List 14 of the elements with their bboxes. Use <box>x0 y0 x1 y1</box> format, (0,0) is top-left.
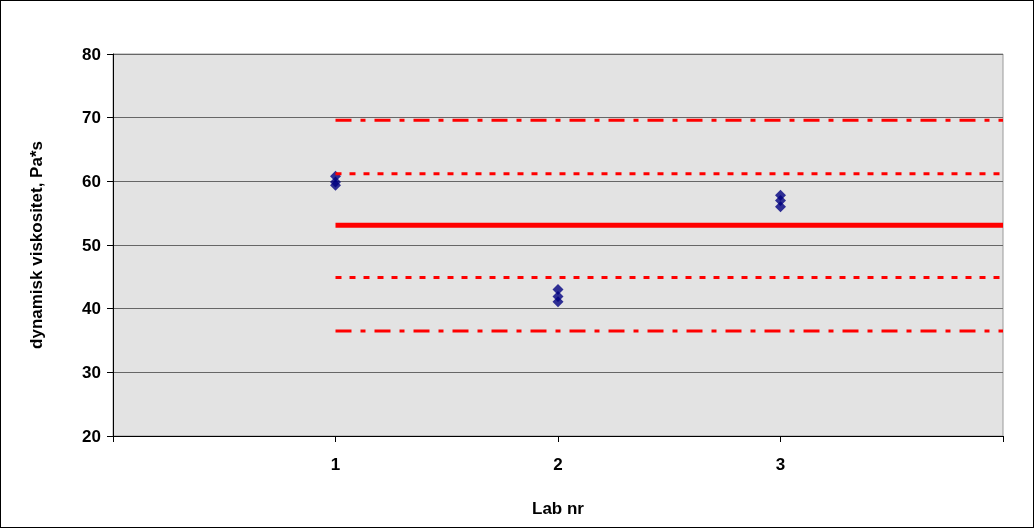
y-tick-label: 50 <box>82 235 101 255</box>
x-tick-label: 1 <box>330 455 341 474</box>
x-tick-label: 3 <box>775 455 786 474</box>
y-tick-label: 30 <box>82 362 101 382</box>
y-axis-title: dynamisk viskositet, Pa*s <box>27 141 46 349</box>
y-tick-label: 60 <box>82 171 101 191</box>
y-tick-label: 70 <box>82 108 101 128</box>
y-tick-label: 40 <box>82 299 101 319</box>
y-tick-label: 80 <box>82 44 101 64</box>
point <box>775 201 786 213</box>
x-axis-title: Lab nr <box>532 499 585 518</box>
x-tick-label: 2 <box>553 455 563 474</box>
y-tick-label: 20 <box>82 426 101 446</box>
point <box>552 296 564 308</box>
